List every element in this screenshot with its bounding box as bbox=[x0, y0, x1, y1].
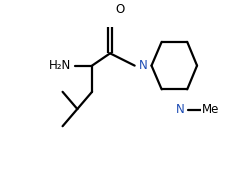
Text: Me: Me bbox=[202, 103, 219, 116]
Text: N: N bbox=[176, 103, 185, 116]
Text: O: O bbox=[115, 3, 124, 16]
Text: H₂N: H₂N bbox=[49, 59, 71, 72]
Text: N: N bbox=[139, 59, 148, 72]
